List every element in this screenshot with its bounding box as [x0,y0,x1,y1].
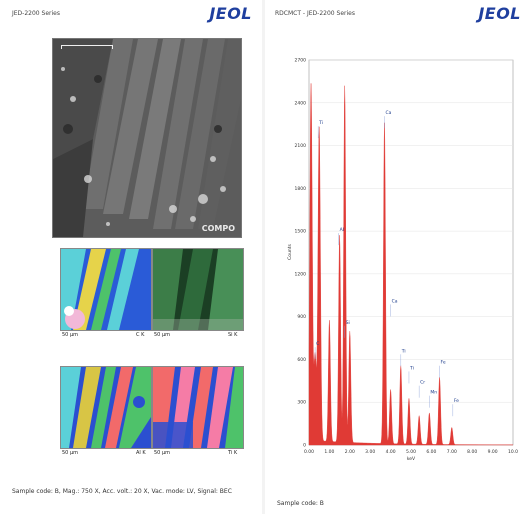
x-tick-label: 6.00 [426,449,436,455]
x-tick-label: 2.00 [345,449,355,455]
sem-image-graphic [53,39,241,237]
y-tick-label: 600 [297,357,306,363]
map-ti-element: Ti K [228,450,238,456]
map-al-scale: 50 μm [62,450,79,456]
x-axis-label: keV [407,456,416,462]
map-si-element: Si K [228,332,238,338]
map-ti-scale: 50 μm [154,450,171,456]
x-tick-label: 5.00 [406,449,416,455]
jeol-logo: JEOL [209,4,252,23]
map-c-scale: 50 μm [62,332,79,338]
map-al-element: Al K [136,450,146,456]
element-map-ti [152,366,244,449]
y-tick-label: 300 [297,400,306,406]
peak-label: Ca [392,298,398,304]
sem-scale-bar [61,45,113,49]
peak-label: Fe [454,398,459,404]
peak-label: Ca [385,110,391,116]
left-header-title: JED-2200 Series [12,10,60,17]
y-tick-label: 900 [297,314,306,320]
peak-label: Al [340,227,344,233]
right-header-title: RDCMCT - JED-2200 Series [275,10,355,17]
y-tick-label: 2100 [295,143,307,149]
map-c-element: C K [136,332,145,338]
element-map-c [60,248,152,331]
page-gutter [262,0,265,514]
x-tick-label: 1.00 [324,449,334,455]
peak-label: Mn [430,390,437,396]
y-tick-label: 2400 [295,100,307,106]
peak-label: Fe [441,360,446,366]
element-map-c-graphic [61,249,151,330]
peak-label: C [316,341,319,347]
peak-label: Cr [420,380,425,386]
peak-label: Ti [318,120,323,126]
peak-label: Ti [409,365,414,371]
sem-signal-label: COMPO [201,224,235,233]
x-tick-label: 3.00 [365,449,375,455]
left-report-page: JED-2200 Series JEOL COMPO [0,0,262,514]
y-tick-label: 2700 [295,58,307,64]
x-tick-label: 0.00 [304,449,314,455]
spectrum-area [308,83,514,446]
x-tick-label: 10.0 [508,449,518,455]
y-tick-label: 1800 [295,186,307,192]
right-footer-sample-code: Sample code: B [277,500,324,507]
x-tick-label: 7.00 [447,449,457,455]
x-tick-label: 8.00 [467,449,477,455]
eds-spectrum-chart: 0.00 1.00 2.00 3.00 4.00 5.00 6.00 7.00 8.00 9.00… [287,58,518,463]
sem-micrograph: COMPO [52,38,242,238]
y-tick-label: 1200 [295,271,307,277]
right-report-page: RDCMCT - JED-2200 Series JEOL 0.00 1.00 2.… [265,0,527,514]
element-map-al-graphic [61,367,151,448]
peak-label: Ti [401,348,406,354]
x-tick-label: 9.00 [488,449,498,455]
y-axis-label: Counts [287,243,293,259]
y-axis-ticks: 0 300 600 900 1200 1500 1800 2100 2400 2700 [295,58,307,449]
left-footer-sample-info: Sample code: B, Mag.: 750 X, Acc. volt.:… [12,488,232,495]
x-axis-ticks: 0.00 1.00 2.00 3.00 4.00 5.00 6.00 7.00 8.00 9.00… [304,449,518,455]
element-map-al [60,366,152,449]
y-tick-label: 0 [303,443,306,449]
element-map-si-graphic [153,249,243,330]
y-tick-label: 1500 [295,229,307,235]
x-tick-label: 4.00 [386,449,396,455]
peak-label: Si [346,320,350,326]
jeol-logo-right: JEOL [478,4,521,23]
peak-labels: C Ti Al Si Ca Ca Ti Ti Cr Mn Fe Fe [314,110,459,417]
element-map-si [152,248,244,331]
map-si-scale: 50 μm [154,332,171,338]
element-map-ti-graphic [153,367,243,448]
